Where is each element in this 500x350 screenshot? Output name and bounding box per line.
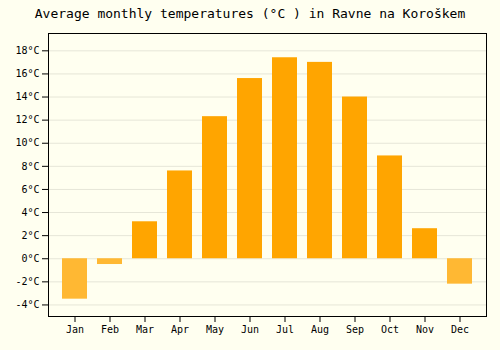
html-text:Average monthly temperatures (: Average monthly temperatures (°C ) in Ra… xyxy=(34,6,466,21)
svg-text:12°C: 12°C xyxy=(15,114,39,125)
svg-text:14°C: 14°C xyxy=(15,91,39,102)
svg-text:18°C: 18°C xyxy=(15,45,39,56)
svg-text:Apr: Apr xyxy=(171,324,189,335)
svg-text:Mar: Mar xyxy=(136,324,154,335)
svg-text:Dec: Dec xyxy=(451,324,469,335)
svg-text:8°C: 8°C xyxy=(21,161,39,172)
svg-text:Oct: Oct xyxy=(381,324,399,335)
svg-text:0°C: 0°C xyxy=(21,253,39,264)
svg-text:May: May xyxy=(206,324,224,335)
svg-text:16°C: 16°C xyxy=(15,68,39,79)
svg-text:Jan: Jan xyxy=(66,324,84,335)
svg-text:-4°C: -4°C xyxy=(15,299,39,310)
svg-text:Nov: Nov xyxy=(416,324,434,335)
svg-text:6°C: 6°C xyxy=(21,184,39,195)
svg-text:Jun: Jun xyxy=(241,324,259,335)
svg-text:4°C: 4°C xyxy=(21,207,39,218)
svg-text:10°C: 10°C xyxy=(15,137,39,148)
svg-text:2°C: 2°C xyxy=(21,230,39,241)
svg-text:Feb: Feb xyxy=(101,324,119,335)
svg-text:Aug: Aug xyxy=(311,324,329,335)
svg-text:Jul: Jul xyxy=(276,324,294,335)
svg-text:Sep: Sep xyxy=(346,324,364,335)
svg-text:-2°C: -2°C xyxy=(15,276,39,287)
